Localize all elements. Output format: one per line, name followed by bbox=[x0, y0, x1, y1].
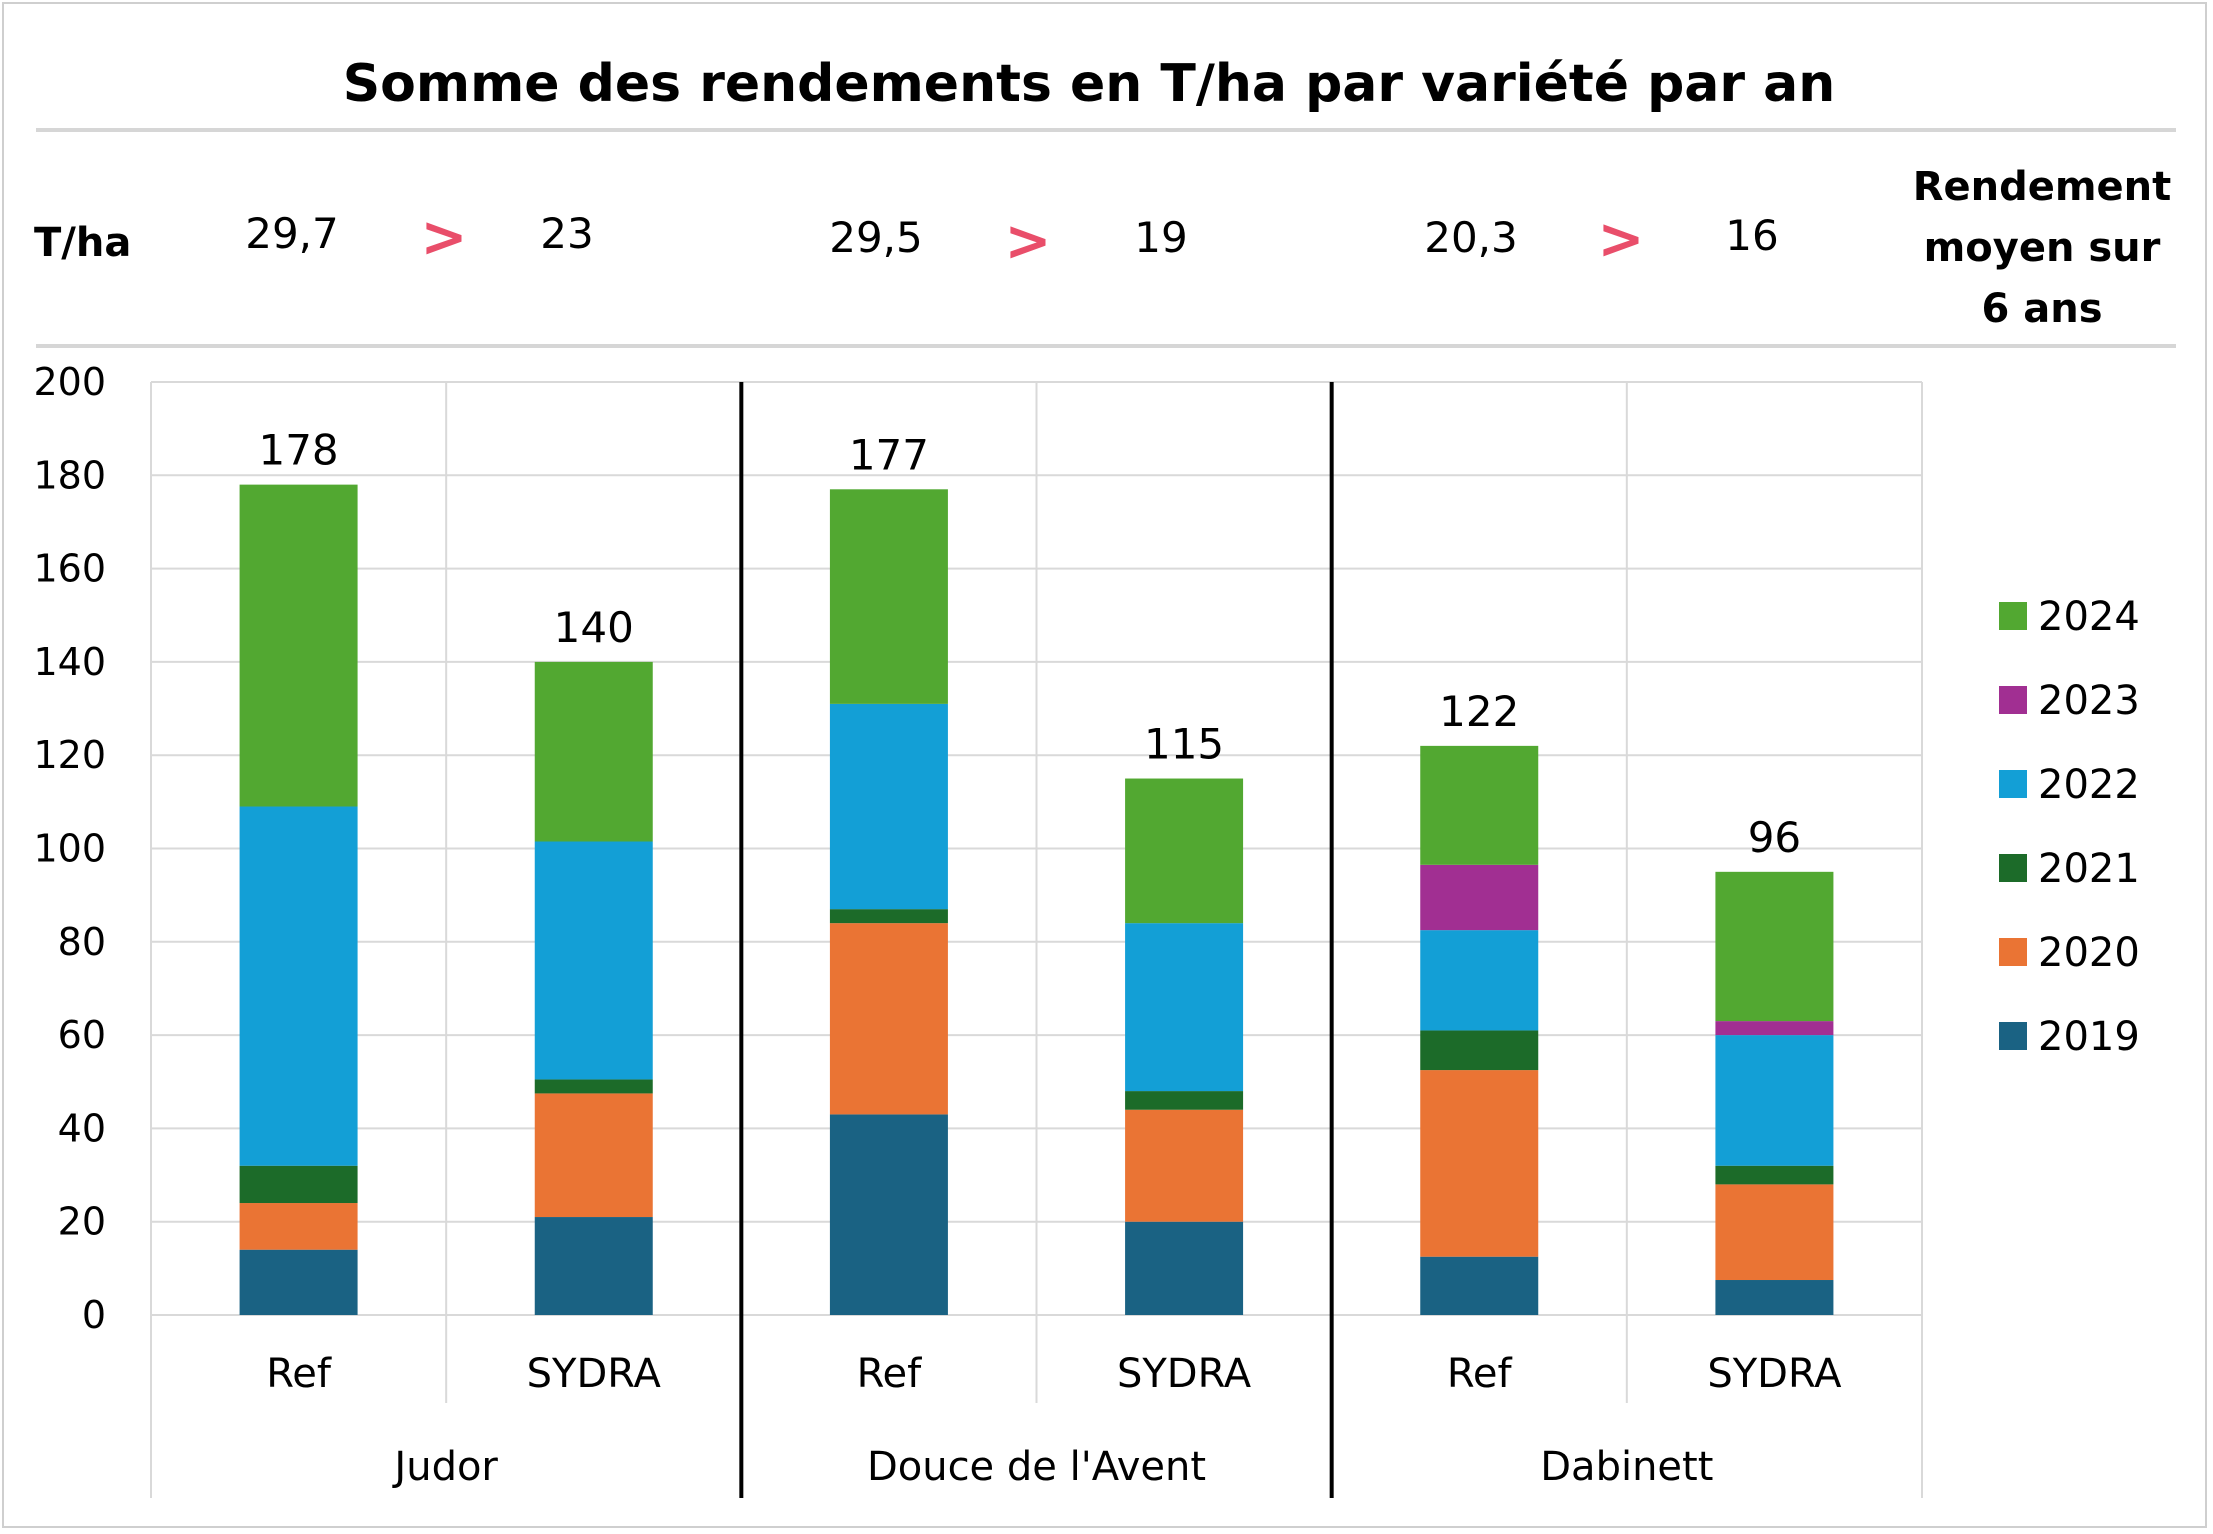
bar-segment-2022 bbox=[239, 806, 358, 1166]
legend-label-2023: 2023 bbox=[2038, 678, 2140, 724]
y-tick-label: 100 bbox=[33, 827, 106, 871]
average-note-line-2: moyen sur bbox=[1924, 225, 2161, 271]
legend-label-2021: 2021 bbox=[2038, 846, 2140, 892]
bar-segment-2019 bbox=[1420, 1256, 1539, 1315]
legend-label-2020: 2020 bbox=[2038, 930, 2140, 976]
legend-label-2022: 2022 bbox=[2038, 762, 2140, 808]
bar-segment-2023 bbox=[1420, 864, 1539, 931]
bar-segment-2022 bbox=[1420, 930, 1539, 1031]
category-label: Ref bbox=[266, 1351, 332, 1397]
bar-total-label: 178 bbox=[258, 426, 338, 475]
chart-title: Somme des rendements en T/ha par variété… bbox=[343, 54, 1836, 114]
bar-segment-2020 bbox=[534, 1093, 653, 1218]
judor-greater-symbol: > bbox=[421, 205, 468, 270]
group-label: Dabinett bbox=[1540, 1444, 1713, 1490]
legend-swatch-2021 bbox=[1999, 854, 2027, 882]
bar-segment-2021 bbox=[1715, 1165, 1834, 1185]
group-label: Judor bbox=[391, 1444, 498, 1490]
judor-sydra-average: 23 bbox=[540, 209, 593, 258]
bar-segment-2021 bbox=[1420, 1030, 1539, 1071]
bar-segment-2024 bbox=[239, 484, 358, 807]
douce-ref-average: 29,5 bbox=[829, 213, 923, 262]
y-tick-label: 160 bbox=[33, 547, 106, 591]
category-label: Ref bbox=[857, 1351, 923, 1397]
bar-segment-2019 bbox=[1125, 1221, 1244, 1315]
bar-segment-2019 bbox=[829, 1114, 948, 1315]
group-label: Douce de l'Avent bbox=[867, 1444, 1206, 1490]
bar-segment-2019 bbox=[1715, 1280, 1834, 1315]
bar-segment-2023 bbox=[1715, 1021, 1834, 1036]
chart: Somme des rendements en T/ha par variété… bbox=[33, 54, 2176, 1498]
y-tick-label: 120 bbox=[33, 733, 106, 777]
dabinett-sydra-average: 16 bbox=[1725, 211, 1778, 260]
average-note-line-1: Rendement bbox=[1913, 164, 2172, 210]
dabinett-greater-symbol: > bbox=[1598, 207, 1645, 272]
bar-segment-2020 bbox=[239, 1203, 358, 1250]
legend-swatch-2020 bbox=[1999, 938, 2027, 966]
bar-total-label: 122 bbox=[1439, 687, 1519, 736]
bar-segment-2020 bbox=[1420, 1070, 1539, 1257]
y-tick-label: 40 bbox=[58, 1106, 106, 1150]
bar-segment-2024 bbox=[534, 661, 653, 842]
category-label: SYDRA bbox=[1117, 1351, 1252, 1397]
bar-segment-2024 bbox=[829, 489, 948, 704]
bar-segment-2020 bbox=[1715, 1184, 1834, 1281]
legend-swatch-2022 bbox=[1999, 770, 2027, 798]
bar-segment-2024 bbox=[1125, 778, 1244, 924]
douce-greater-symbol: > bbox=[1005, 209, 1052, 274]
dabinett-ref-average: 20,3 bbox=[1424, 213, 1518, 262]
legend-swatch-2023 bbox=[1999, 686, 2027, 714]
bar-segment-2022 bbox=[1715, 1035, 1834, 1166]
unit-label: T/ha bbox=[34, 220, 131, 266]
bar-segment-2022 bbox=[1125, 923, 1244, 1092]
bar-segment-2024 bbox=[1420, 745, 1539, 865]
bar-segment-2021 bbox=[829, 909, 948, 924]
y-tick-label: 140 bbox=[33, 640, 106, 684]
y-tick-label: 200 bbox=[33, 360, 106, 404]
legend-label-2024: 2024 bbox=[2038, 594, 2140, 640]
bar-segment-2020 bbox=[1125, 1109, 1244, 1222]
douce-sydra-average: 19 bbox=[1134, 213, 1187, 262]
plot-area: 0 20 40 60 80 100 120 140 160 180 200 178 Ref 140 SYDR… bbox=[33, 360, 2140, 1498]
bar-segment-2024 bbox=[1715, 871, 1834, 1022]
bar-segment-2022 bbox=[829, 703, 948, 910]
y-tick-label: 60 bbox=[58, 1013, 106, 1057]
bar-total-label: 140 bbox=[554, 603, 634, 652]
bar-total-label: 177 bbox=[849, 430, 929, 479]
legend-swatch-2024 bbox=[1999, 602, 2027, 630]
category-label: Ref bbox=[1447, 1351, 1513, 1397]
category-label: SYDRA bbox=[1707, 1351, 1842, 1397]
bar-total-label: 115 bbox=[1144, 720, 1224, 769]
bar-segment-2021 bbox=[534, 1079, 653, 1094]
bar-segment-2019 bbox=[239, 1249, 358, 1315]
legend-label-2019: 2019 bbox=[2038, 1014, 2140, 1060]
bar-segment-2021 bbox=[239, 1165, 358, 1204]
average-note-line-3: 6 ans bbox=[1981, 286, 2102, 332]
y-tick-label: 0 bbox=[82, 1293, 106, 1337]
y-tick-label: 20 bbox=[58, 1200, 106, 1244]
bar-segment-2022 bbox=[534, 841, 653, 1080]
y-tick-label: 80 bbox=[58, 920, 106, 964]
bar-segment-2019 bbox=[534, 1217, 653, 1315]
bar-segment-2020 bbox=[829, 923, 948, 1115]
legend-swatch-2019 bbox=[1999, 1022, 2027, 1050]
judor-ref-average: 29,7 bbox=[245, 209, 339, 258]
category-label: SYDRA bbox=[527, 1351, 662, 1397]
y-tick-label: 180 bbox=[33, 453, 106, 497]
bar-total-label: 96 bbox=[1748, 813, 1801, 862]
bar-segment-2021 bbox=[1125, 1091, 1244, 1110]
